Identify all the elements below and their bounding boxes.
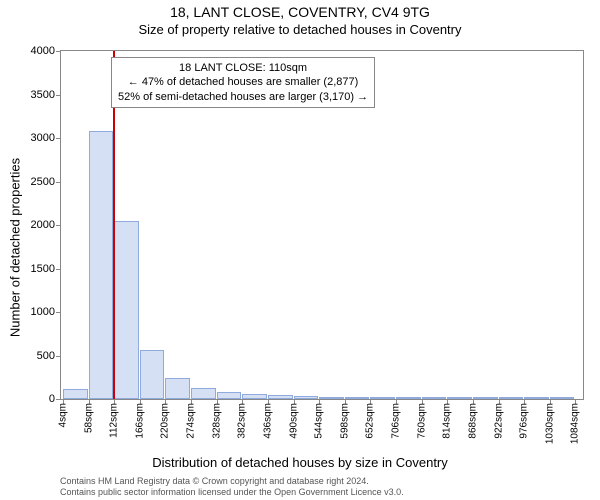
x-tick-label: 1030sqm	[544, 403, 555, 444]
x-tick-label: 652sqm	[365, 403, 376, 439]
histogram-bar	[294, 396, 319, 399]
histogram-bar	[191, 388, 216, 399]
y-tick-mark	[56, 269, 61, 270]
y-axis-label: Number of detached properties	[8, 133, 23, 363]
histogram-bar	[550, 397, 575, 399]
x-tick-label: 490sqm	[288, 403, 299, 439]
x-tick-label: 4sqm	[57, 403, 68, 427]
x-tick-label: 220sqm	[160, 403, 171, 439]
x-tick-label: 274sqm	[186, 403, 197, 439]
histogram-bar	[345, 397, 370, 399]
x-axis-label: Distribution of detached houses by size …	[0, 455, 600, 470]
x-tick-label: 976sqm	[519, 403, 530, 439]
annotation-line3: 52% of semi-detached houses are larger (…	[118, 91, 368, 103]
y-tick-label: 500	[37, 350, 55, 362]
histogram-bar	[422, 397, 447, 399]
x-tick-label: 436sqm	[262, 403, 273, 439]
histogram-bar	[140, 350, 165, 399]
histogram-bar	[370, 397, 395, 399]
y-tick-label: 3000	[31, 132, 55, 144]
x-tick-label: 922sqm	[493, 403, 504, 439]
x-tick-label: 814sqm	[442, 403, 453, 439]
histogram-bar	[89, 131, 114, 399]
histogram-bar	[242, 394, 267, 399]
x-tick-label: 706sqm	[391, 403, 402, 439]
x-tick-label: 1084sqm	[570, 403, 581, 444]
chart-title-line2: Size of property relative to detached ho…	[0, 22, 600, 37]
histogram-bar	[165, 378, 190, 399]
annotation-box: 18 LANT CLOSE: 110sqm ← 47% of detached h…	[111, 57, 375, 108]
histogram-bar	[499, 397, 524, 399]
y-tick-mark	[56, 182, 61, 183]
annotation-line1: 18 LANT CLOSE: 110sqm	[179, 62, 307, 74]
histogram-bar	[63, 389, 88, 399]
histogram-bar	[473, 397, 498, 399]
y-tick-label: 2500	[31, 176, 55, 188]
histogram-bar	[268, 395, 293, 399]
chart-container: 18, LANT CLOSE, COVENTRY, CV4 9TG Size o…	[0, 0, 600, 500]
x-tick-label: 868sqm	[467, 403, 478, 439]
y-tick-mark	[56, 312, 61, 313]
x-tick-label: 58sqm	[83, 403, 94, 433]
y-tick-mark	[56, 356, 61, 357]
histogram-bar	[114, 221, 139, 399]
y-tick-mark	[56, 399, 61, 400]
y-tick-label: 1500	[31, 263, 55, 275]
x-tick-label: 598sqm	[339, 403, 350, 439]
histogram-bar	[217, 392, 242, 399]
y-tick-label: 4000	[31, 45, 55, 57]
y-tick-mark	[56, 51, 61, 52]
caption: Contains HM Land Registry data © Crown c…	[60, 476, 590, 498]
x-tick-label: 328sqm	[211, 403, 222, 439]
histogram-bar	[319, 397, 344, 399]
y-tick-mark	[56, 95, 61, 96]
x-tick-label: 760sqm	[416, 403, 427, 439]
histogram-bar	[447, 397, 472, 399]
x-tick-label: 382sqm	[237, 403, 248, 439]
chart-title-line1: 18, LANT CLOSE, COVENTRY, CV4 9TG	[0, 4, 600, 20]
y-tick-label: 0	[49, 393, 55, 405]
y-tick-label: 1000	[31, 306, 55, 318]
x-tick-label: 166sqm	[134, 403, 145, 439]
x-tick-label: 112sqm	[109, 403, 120, 438]
histogram-bar	[396, 397, 421, 399]
caption-line1: Contains HM Land Registry data © Crown c…	[60, 476, 369, 486]
caption-line2: Contains public sector information licen…	[60, 487, 404, 497]
x-tick-label: 544sqm	[314, 403, 325, 439]
plot-area: 050010001500200025003000350040004sqm58sq…	[60, 50, 584, 400]
y-tick-label: 2000	[31, 219, 55, 231]
y-tick-mark	[56, 225, 61, 226]
y-tick-mark	[56, 138, 61, 139]
y-tick-label: 3500	[31, 89, 55, 101]
annotation-line2: ← 47% of detached houses are smaller (2,…	[128, 76, 359, 88]
histogram-bar	[524, 397, 549, 399]
